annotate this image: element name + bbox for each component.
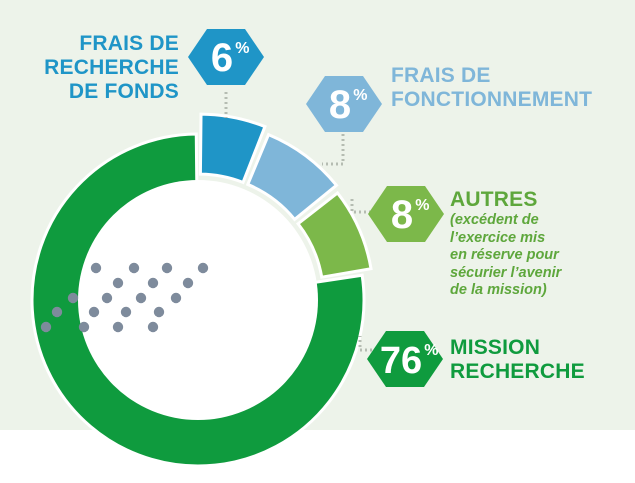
percent-value: 6 [211, 36, 233, 80]
note-line: (excédent de [450, 212, 539, 228]
percent-badge: 8% [306, 76, 382, 132]
pattern-dot [101, 292, 113, 304]
percent-value: 76 [380, 340, 422, 382]
donut-slices [30, 112, 373, 468]
pattern-dot [170, 292, 182, 304]
pattern-dot [112, 277, 124, 289]
pattern-dot [197, 262, 209, 274]
note-line: en réserve pour [450, 247, 559, 263]
percent-sign: % [353, 87, 367, 104]
note-line: de la mission) [450, 282, 547, 298]
pattern-dot [147, 321, 159, 333]
label-line: MISSION [450, 336, 541, 359]
label-line: RECHERCHE [44, 56, 179, 79]
percent-badges: 6 %8 %8 %76% [188, 29, 444, 387]
pattern-dot [90, 262, 102, 274]
leader-lines [224, 92, 376, 352]
hexagon-shape [188, 29, 264, 85]
pattern-dot [161, 262, 173, 274]
leader-line [322, 124, 345, 166]
label-line: AUTRES [450, 188, 538, 211]
pattern-dot [67, 292, 79, 304]
leader-line [358, 336, 372, 352]
label-autres-note: (excédent de l’exercice mis en réserve p… [450, 212, 561, 300]
label-line: DE FONDS [68, 80, 179, 103]
pattern-dot [51, 306, 63, 318]
percent-sign: % [424, 342, 438, 359]
label-autres: AUTRES [450, 188, 538, 212]
pattern-dot [120, 306, 132, 318]
donut-slice [295, 190, 373, 279]
pattern-dot [147, 277, 159, 289]
pattern-dot [182, 277, 194, 289]
pattern-dot [112, 321, 124, 333]
hexagon-shape [367, 331, 443, 387]
pattern-dot [40, 321, 52, 333]
percent-sign: % [415, 197, 429, 214]
percent-value: 8 [329, 83, 351, 127]
label-line: FRAIS DE [391, 64, 491, 87]
donut-slice [245, 132, 339, 222]
label-line: RECHERCHE [450, 360, 585, 383]
pattern-dot [153, 306, 165, 318]
donut-slice [198, 112, 267, 185]
dot-pattern [40, 262, 209, 333]
label-line: FRAIS DE [79, 32, 179, 55]
pattern-dot [135, 292, 147, 304]
note-line: l’exercice mis [450, 229, 546, 246]
label-frais-fonctionnement: FRAIS DE FONCTIONNEMENT [391, 64, 592, 112]
percent-value: 8 [391, 193, 413, 237]
percent-sign: % [235, 40, 249, 57]
pattern-dot [88, 306, 100, 318]
note-line: sécurier l’avenir [450, 264, 562, 281]
pattern-dot [128, 262, 140, 274]
percent-badge: 76% [367, 331, 443, 387]
label-line: FONCTIONNEMENT [391, 88, 593, 111]
percent-badge: 8% [368, 186, 444, 242]
donut-hole [78, 180, 318, 420]
label-frais-recherche-fonds: FRAIS DE RECHERCHE DE FONDS [44, 32, 179, 104]
hexagon-shape [306, 76, 382, 132]
percent-badge: 6% [188, 29, 264, 85]
pattern-dot [78, 321, 90, 333]
label-mission-recherche: MISSION RECHERCHE [450, 336, 585, 384]
hexagon-shape [368, 186, 444, 242]
